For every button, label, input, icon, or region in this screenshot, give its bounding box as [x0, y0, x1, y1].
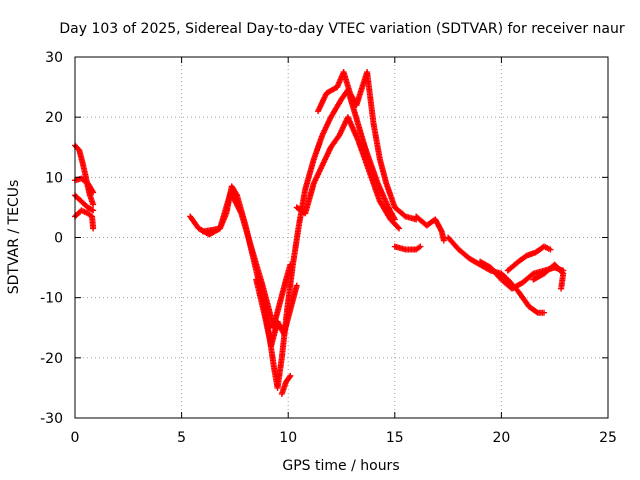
- y-tick-label: 20: [45, 110, 63, 126]
- data-point: [396, 225, 403, 232]
- series-track-j: [315, 69, 420, 223]
- x-tick-label: 15: [386, 430, 404, 446]
- series-track-d: [72, 207, 97, 232]
- data-point: [90, 207, 97, 214]
- data-point: [287, 261, 294, 268]
- series-track-h: [278, 372, 294, 397]
- series-track-k: [391, 243, 424, 253]
- data-point: [90, 189, 97, 196]
- y-tick-label: -10: [40, 291, 63, 307]
- series-track-o: [504, 243, 554, 274]
- data-point: [558, 285, 565, 292]
- y-axis-label: SDTVAR / TECUs: [6, 180, 22, 295]
- x-axis-label: GPS time / hours: [282, 458, 399, 474]
- x-tick-label: 5: [177, 430, 186, 446]
- data-point: [541, 309, 548, 316]
- data-point: [547, 246, 554, 253]
- series-track-l: [413, 213, 447, 244]
- y-tick-label: -20: [40, 351, 63, 367]
- axis-ticks: [74, 56, 609, 419]
- y-tick-label: 30: [45, 50, 63, 66]
- data-point: [417, 243, 424, 250]
- series-track-i: [293, 114, 403, 232]
- data-point: [89, 188, 96, 195]
- x-tick-label: 0: [71, 430, 80, 446]
- series-track-c: [72, 192, 97, 214]
- series-track-g: [253, 276, 300, 349]
- series-track-m: [445, 234, 548, 316]
- x-tick-label: 20: [492, 430, 510, 446]
- data-point: [286, 374, 293, 381]
- x-tick-labels: 0 5 10 15 20 25: [71, 430, 617, 446]
- chart-title: Day 103 of 2025, Sidereal Day-to-day VTE…: [59, 21, 625, 37]
- x-tick-label: 25: [599, 430, 617, 446]
- series-track-b: [72, 175, 97, 196]
- x-tick-label: 10: [279, 430, 297, 446]
- data-point: [394, 224, 401, 231]
- grid-lines: [75, 57, 608, 418]
- data-point: [440, 237, 447, 244]
- y-tick-label: -30: [40, 411, 63, 427]
- series-track-f: [199, 189, 294, 331]
- data-point: [90, 225, 97, 232]
- y-tick-label: 0: [54, 231, 63, 247]
- data-point: [287, 372, 294, 379]
- series-track-p: [530, 261, 567, 292]
- y-tick-label: 10: [45, 170, 63, 186]
- y-tick-labels: -30 -20 -10 0 10 20 30: [40, 50, 63, 427]
- data-point: [533, 308, 540, 315]
- data-points: [72, 69, 567, 397]
- data-point: [293, 282, 300, 289]
- data-point: [90, 201, 97, 208]
